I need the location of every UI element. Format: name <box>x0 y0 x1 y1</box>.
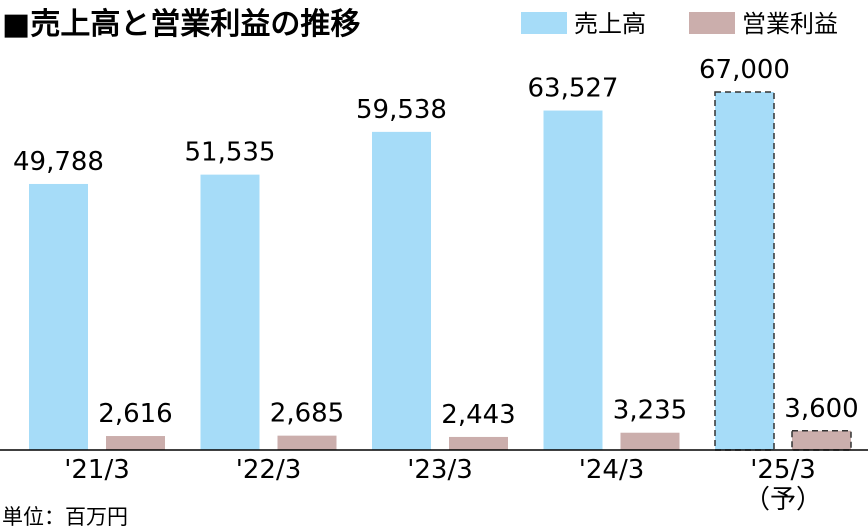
bars-group <box>29 91 852 451</box>
legend-label-1: 営業利益 <box>742 10 838 38</box>
x-tick-label-2: '23/3 <box>407 455 473 485</box>
profit-bar-3 <box>620 432 680 450</box>
profit-value-label-1: 2,685 <box>270 399 344 429</box>
sales-value-label-4: 67,000 <box>699 55 790 85</box>
legend: 売上高 営業利益 <box>521 10 838 38</box>
profit-bar-4 <box>791 430 852 451</box>
x-tick-sublabel-4: （予） <box>744 485 822 515</box>
legend-swatch-0 <box>521 12 567 34</box>
x-tick-label-3: '24/3 <box>579 455 645 485</box>
profit-value-label-3: 3,235 <box>613 396 687 426</box>
sales-value-label-1: 51,535 <box>185 138 276 168</box>
sales-value-label-3: 63,527 <box>528 74 619 104</box>
sales-bar-3 <box>543 110 603 450</box>
sales-bar-0 <box>29 183 88 450</box>
profit-value-label-2: 2,443 <box>441 400 515 430</box>
x-tick-label-4: '25/3 <box>750 455 816 485</box>
x-tick-label-0: '21/3 <box>64 455 130 485</box>
sales-bar-4 <box>714 91 775 451</box>
chart-title: ■売上高と営業利益の推移 <box>2 7 360 42</box>
legend-swatch-1 <box>689 12 735 34</box>
profit-value-label-0: 2,616 <box>98 399 172 429</box>
profit-bar-2 <box>449 436 508 450</box>
profit-bar-1 <box>277 435 337 450</box>
unit-label: 単位：百万円 <box>2 505 128 529</box>
x-tick-labels-group: '21/3 '22/3 '23/3 '24/3 '25/3（予） <box>64 455 822 515</box>
legend-label-0: 売上高 <box>574 10 646 38</box>
profit-bar-0 <box>106 436 165 450</box>
profit-value-label-4: 3,600 <box>784 394 858 424</box>
x-tick-label-1: '22/3 <box>236 455 302 485</box>
sales-bar-2 <box>372 131 431 450</box>
sales-bar-1 <box>200 174 260 450</box>
sales-value-label-2: 59,538 <box>356 95 447 125</box>
value-labels-group: 49,788 2,616 51,535 2,685 59,538 2,443 63,527 3… <box>13 55 859 430</box>
sales-value-label-0: 49,788 <box>13 147 104 177</box>
